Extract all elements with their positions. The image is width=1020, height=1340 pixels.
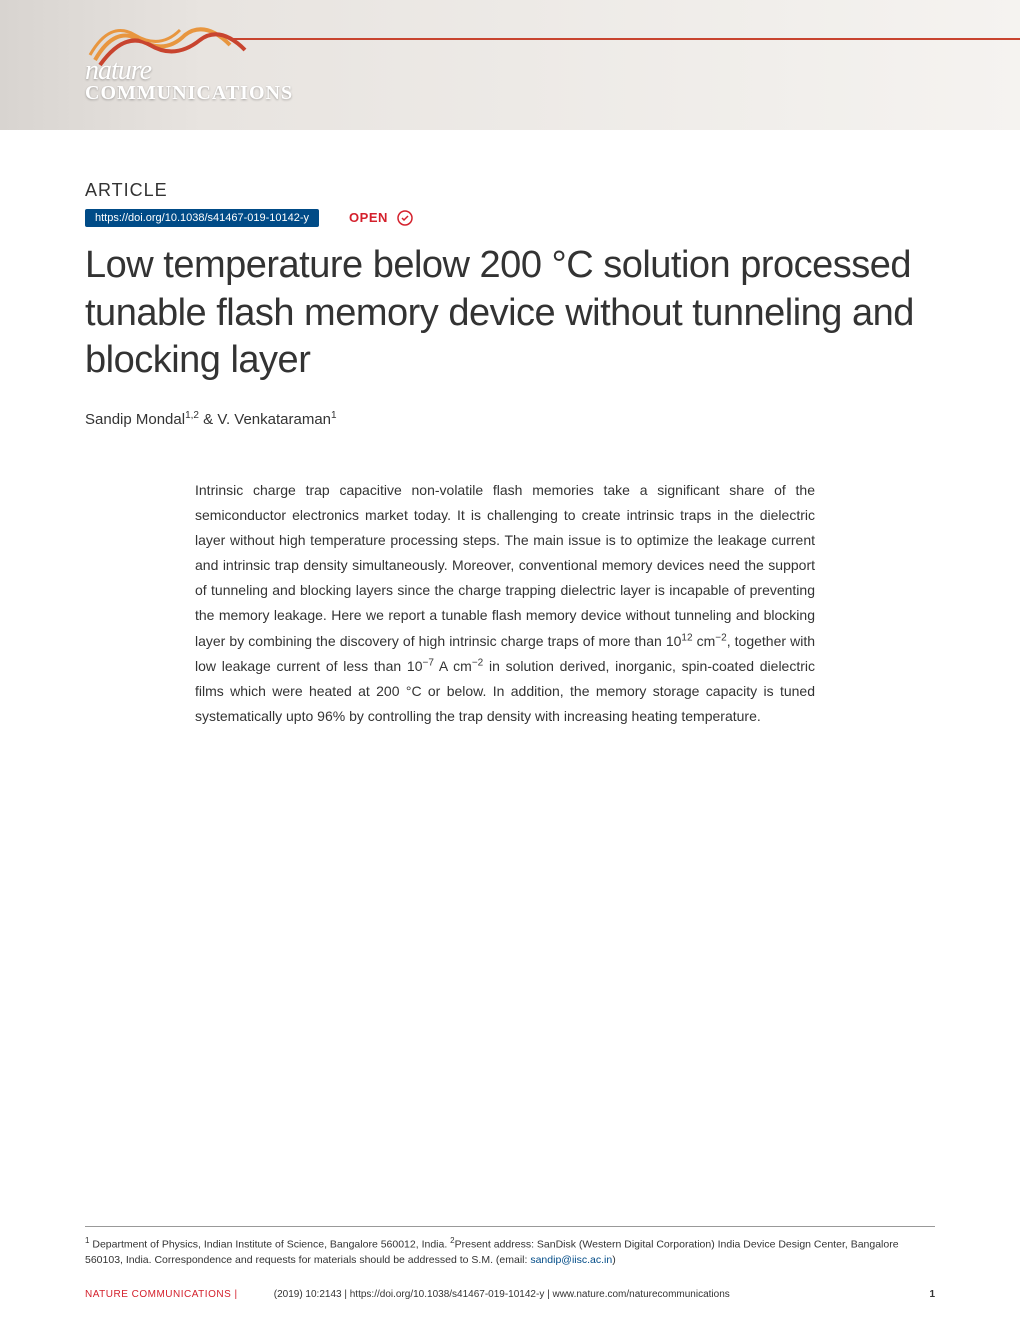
article-title: Low temperature below 200 °C solution pr… <box>85 242 935 385</box>
footer-citation-row: NATURE COMMUNICATIONS | (2019) 10:2143 |… <box>85 1289 935 1300</box>
page-number: 1 <box>929 1289 935 1300</box>
check-circle-icon <box>397 210 413 226</box>
affiliations-text: 1 Department of Physics, Indian Institut… <box>85 1235 935 1269</box>
article-content: ARTICLE https://doi.org/10.1038/s41467-0… <box>0 130 1020 729</box>
footer-divider <box>85 1226 935 1227</box>
authors-list: Sandip Mondal1,2 & V. Venkataraman1 <box>85 410 935 428</box>
journal-name: NATURE COMMUNICATIONS | <box>85 1289 238 1300</box>
open-access-text: OPEN <box>349 210 388 225</box>
logo-communications-text: COMMUNICATIONS <box>85 82 293 105</box>
header-divider-line <box>230 38 1020 40</box>
citation-details: (2019) 10:2143 | https://doi.org/10.1038… <box>240 1289 729 1300</box>
doi-row: https://doi.org/10.1038/s41467-019-10142… <box>85 209 935 227</box>
open-access-label: OPEN <box>349 210 413 227</box>
journal-logo: nature COMMUNICATIONS <box>85 55 293 105</box>
doi-badge[interactable]: https://doi.org/10.1038/s41467-019-10142… <box>85 209 319 227</box>
article-type-label: ARTICLE <box>85 180 935 201</box>
header-banner: nature COMMUNICATIONS <box>0 0 1020 130</box>
abstract-text: Intrinsic charge trap capacitive non-vol… <box>195 478 815 730</box>
page-footer: 1 Department of Physics, Indian Institut… <box>85 1226 935 1300</box>
